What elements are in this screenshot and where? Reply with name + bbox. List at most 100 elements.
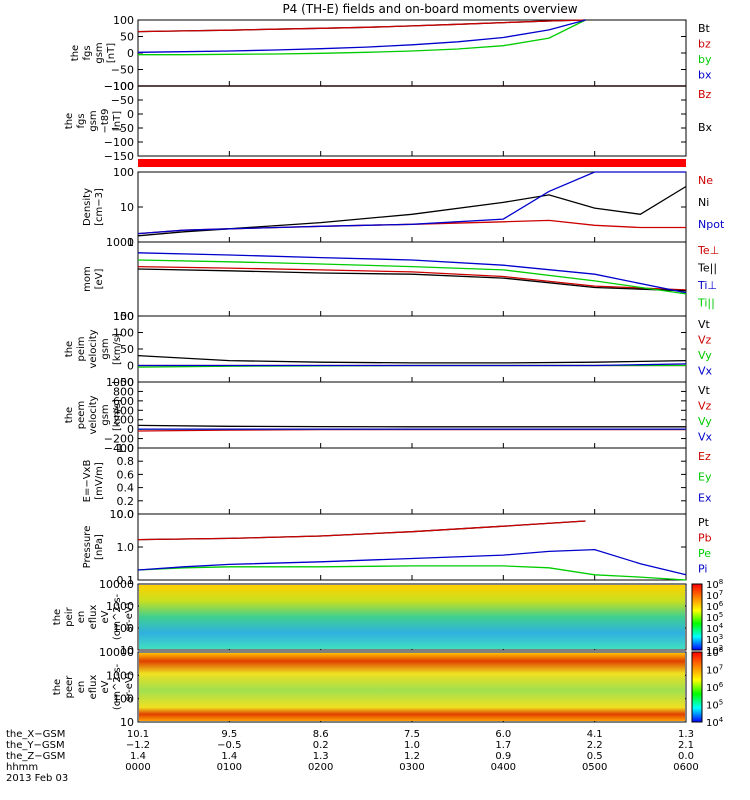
x-axis-value: 0.2 [313, 740, 329, 751]
y-tick-label: 0.2 [117, 495, 135, 508]
y-axis-label: [nT] [112, 111, 123, 131]
legend-peim-Vx: Vx [698, 365, 713, 378]
y-axis-label: peem [76, 401, 87, 429]
series-line-peem-Vz [137, 428, 686, 432]
y-tick-label: 1000 [106, 669, 134, 682]
colorbar-tick: 105 [706, 699, 723, 712]
y-tick-label: −50 [111, 94, 134, 107]
x-axis-value: 6.0 [495, 729, 511, 740]
y-tick-label: 0 [127, 360, 134, 373]
x-axis-value: 2.1 [678, 740, 694, 751]
y-axis-label: velocity [88, 395, 99, 434]
series-line-peim-Vx [138, 363, 687, 367]
separator-bar [138, 159, 686, 167]
y-tick-label: 10000 [99, 578, 134, 591]
y-tick-label: 1 [127, 236, 134, 249]
legend-peim-Vt: Vt [698, 318, 711, 331]
y-axis-label: [km/s] [112, 333, 123, 365]
y-tick-label: 100 [113, 327, 134, 340]
y-axis-label: fgs [82, 45, 93, 60]
series-line-pressure-Pe [137, 565, 687, 581]
series-line-fgs-bz [137, 19, 586, 33]
y-axis-label: eV [100, 680, 111, 693]
legend-density-Ni: Ni [698, 196, 709, 209]
x-axis-value: 0400 [491, 762, 516, 773]
colorbar-tick: 103 [706, 633, 723, 646]
legend-efield-Ez: Ez [698, 450, 711, 463]
x-axis-value: 7.5 [404, 729, 420, 740]
y-tick-label: 100 [113, 310, 134, 323]
x-axis-value: −0.5 [217, 740, 241, 751]
series-line-peem-Vt [137, 424, 686, 428]
panel-frame-peim [137, 315, 687, 383]
y-tick-label: 1.0 [117, 442, 135, 455]
y-tick-label: −400 [104, 442, 134, 455]
y-axis-label: the [52, 679, 63, 695]
legend-peem-Vz: Vz [698, 400, 712, 413]
series-line-temp-Ti⊥ [137, 252, 687, 294]
y-tick-label: 100 [113, 166, 134, 179]
y-tick-label: 100 [113, 693, 134, 706]
y-tick-label: 10 [120, 644, 134, 657]
legend-efield-Ex: Ex [698, 491, 712, 504]
x-axis-value: 0.0 [678, 751, 694, 762]
colorbar-tick: 105 [706, 611, 723, 624]
series-line-peim-Vt [137, 354, 687, 364]
y-tick-label: 50 [120, 343, 134, 356]
colorbar-tick: 108 [706, 646, 723, 659]
legend-pressure-Pi: Pi [698, 563, 707, 576]
panel-frame-pressure [137, 513, 687, 581]
y-axis-label: eflux [88, 605, 99, 630]
legend-peem-Vt: Vt [698, 384, 711, 397]
y-axis-label: gsm [100, 404, 111, 425]
y-axis-label: Density [82, 188, 93, 226]
y-axis-label: (cm^2-s- [112, 593, 123, 640]
x-axis-value: 10.1 [127, 729, 149, 740]
y-tick-label: 200 [113, 414, 134, 427]
y-tick-label: 50 [120, 31, 134, 44]
y-tick-label: −100 [104, 80, 134, 93]
colorbar-peer [691, 651, 703, 723]
colorbar-tick: 108 [706, 578, 723, 591]
y-axis-label: peim [76, 336, 87, 361]
legend-temp-Ti⊥: Ti⊥ [697, 279, 717, 292]
y-axis-label: the [70, 45, 81, 61]
y-tick-label: 400 [113, 404, 134, 417]
y-axis-label: gsm [94, 42, 105, 63]
y-tick-label: 10 [120, 201, 134, 214]
y-axis-label: mom [82, 266, 93, 292]
y-axis-label: E=−VxB [82, 460, 93, 503]
x-axis-value: 1.4 [130, 751, 146, 762]
y-tick-label: 0.0 [117, 508, 135, 521]
legend-fgs-Bt: Bt [698, 22, 711, 35]
legend-peem-Vy: Vy [698, 415, 712, 428]
y-axis-label: gsm [88, 110, 99, 131]
y-axis-label: the [52, 609, 63, 625]
x-axis-value: 0600 [673, 762, 698, 773]
y-tick-label: 1000 [106, 376, 134, 389]
x-axis-row-label: the_Y−GSM [6, 740, 65, 751]
colorbar-peir [691, 583, 703, 651]
y-tick-label: 10.0 [110, 508, 135, 521]
x-axis-value: −1.2 [126, 740, 150, 751]
colorbar-tick: 104 [706, 622, 724, 635]
legend-temp-Te⊥: Te⊥ [697, 244, 719, 257]
legend-density-Npot: Npot [698, 218, 725, 231]
y-tick-label: 1.0 [117, 541, 135, 554]
legend-fgs_dip-Bx: Bx [698, 121, 713, 134]
series-line-pressure-Pt [137, 520, 586, 541]
x-axis-value: 1.0 [404, 740, 420, 751]
y-tick-label: −100 [104, 80, 134, 93]
y-tick-label: −50 [111, 376, 134, 389]
y-tick-label: 0 [127, 423, 134, 436]
x-axis-value: 0.9 [495, 751, 511, 762]
x-axis-row-label: the_Z−GSM [6, 751, 65, 762]
legend-fgs-bz: bz [698, 38, 711, 51]
y-axis-label: peir [64, 606, 75, 626]
y-tick-label: 1000 [106, 600, 134, 613]
y-axis-label: [km/s] [112, 399, 123, 431]
chart-title: P4 (TH-E) fields and on-board moments ov… [282, 2, 577, 16]
y-axis-label: [nPa] [94, 534, 105, 560]
y-axis-label: velocity [88, 329, 99, 368]
date-label: 2013 Feb 03 [6, 773, 68, 784]
